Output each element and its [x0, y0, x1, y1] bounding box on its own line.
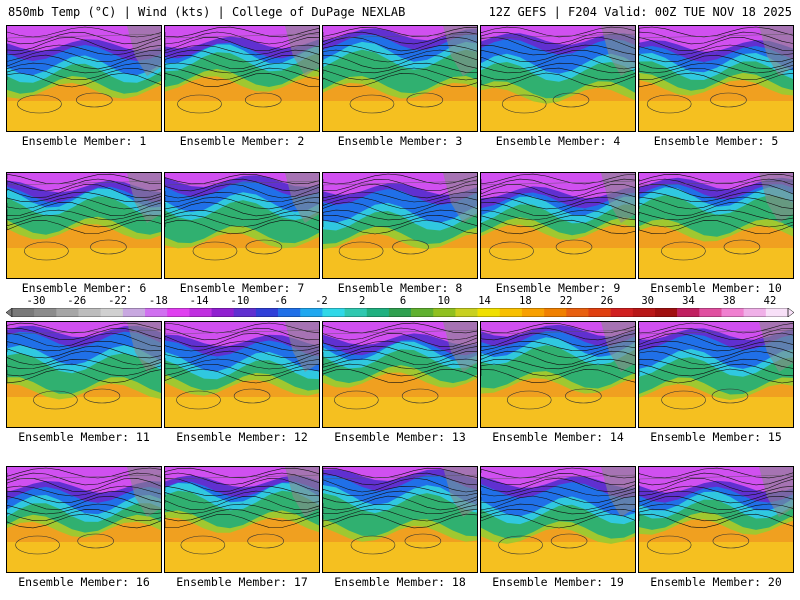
member-label: Ensemble Member: 10: [650, 281, 782, 295]
temperature-map: [480, 172, 636, 279]
temperature-map: [638, 466, 794, 573]
colorbar-tick-label: -30: [26, 295, 46, 307]
temperature-map: [480, 25, 636, 132]
colorbar-tick-label: -10: [230, 295, 250, 307]
temperature-map: [164, 321, 320, 428]
temperature-map: [6, 25, 162, 132]
ensemble-grid: Ensemble Member: 1 Ensemble Member: 2 Ense…: [6, 25, 794, 597]
temperature-map: [322, 172, 478, 279]
colorbar-scale: [6, 308, 794, 317]
temperature-map: [480, 321, 636, 428]
colorbar-tick-label: 18: [519, 295, 532, 307]
temperature-map: [164, 466, 320, 573]
member-label: Ensemble Member: 16: [18, 575, 150, 589]
colorbar-tick-label: 10: [437, 295, 451, 307]
temperature-map: [638, 25, 794, 132]
colorbar-tick-label: -26: [67, 295, 87, 307]
colorbar-tick-label: 38: [722, 295, 736, 307]
member-label: Ensemble Member: 12: [176, 430, 308, 444]
member-label: Ensemble Member: 13: [334, 430, 466, 444]
member-label: Ensemble Member: 6: [21, 281, 147, 295]
temperature-map: [6, 466, 162, 573]
temperature-map: [164, 25, 320, 132]
member-label: Ensemble Member: 3: [337, 134, 463, 148]
colorbar-tick-label: 42: [763, 295, 777, 307]
header: 850mb Temp (°C) | Wind (kts) | College o…: [8, 3, 792, 21]
member-label: Ensemble Member: 9: [495, 281, 621, 295]
colorbar-tick-label: 6: [399, 295, 407, 307]
member-label: Ensemble Member: 19: [492, 575, 624, 589]
member-label: Ensemble Member: 1: [21, 134, 147, 148]
temperature-map: [638, 321, 794, 428]
member-label: Ensemble Member: 4: [495, 134, 621, 148]
temperature-map: [164, 172, 320, 279]
member-label: Ensemble Member: 8: [337, 281, 463, 295]
member-label: Ensemble Member: 14: [492, 430, 624, 444]
temperature-map: [322, 25, 478, 132]
colorbar-tick-label: 2: [359, 295, 366, 307]
colorbar-tick-label: -6: [274, 295, 287, 307]
colorbar-tick-label: 34: [682, 295, 695, 307]
colorbar-tick-label: -18: [148, 295, 168, 307]
member-label: Ensemble Member: 2: [179, 134, 305, 148]
temperature-map: [6, 321, 162, 428]
colorbar-tick-label: -14: [189, 295, 209, 307]
colorbar-tick-label: -22: [108, 295, 128, 307]
colorbar-tick-label: 22: [559, 295, 573, 307]
run-valid-time: 12Z GEFS | F204 Valid: 00Z TUE NOV 18 20…: [488, 5, 792, 19]
member-label: Ensemble Member: 17: [176, 575, 308, 589]
temperature-map: [480, 466, 636, 573]
product-title: 850mb Temp (°C) | Wind (kts) | College o…: [8, 5, 406, 19]
temperature-map: [322, 466, 478, 573]
temperature-map: [6, 172, 162, 279]
colorbar-tick-label: 26: [600, 295, 614, 307]
colorbar-tick-label: 14: [478, 295, 491, 307]
member-label: Ensemble Member: 18: [334, 575, 466, 589]
temperature-map: [322, 321, 478, 428]
colorbar-tick-label: 30: [641, 295, 654, 307]
colorbar-ticks: -30 -26 -22 -18 -14 -10 -6 -2 2 6 10 14 18 22 26 30 34 38…: [6, 295, 794, 307]
temperature-map: [638, 172, 794, 279]
temperature-colorbar: -30 -26 -22 -18 -14 -10 -6 -2 2 6 10 14 18 22 26 30 34 38…: [6, 295, 794, 318]
member-label: Ensemble Member: 5: [653, 134, 779, 148]
member-label: Ensemble Member: 11: [18, 430, 150, 444]
member-label: Ensemble Member: 20: [650, 575, 782, 589]
member-label: Ensemble Member: 15: [650, 430, 782, 444]
colorbar-tick-label: -2: [315, 295, 328, 307]
member-label: Ensemble Member: 7: [179, 281, 305, 295]
